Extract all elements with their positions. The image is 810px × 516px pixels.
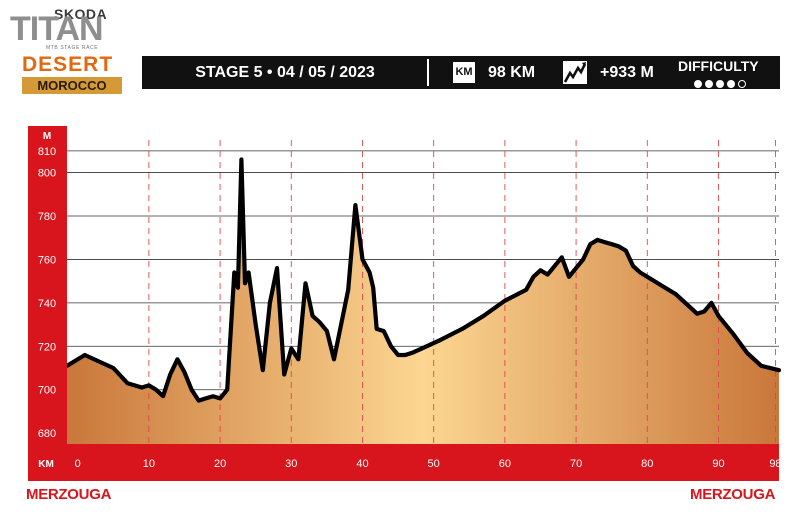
x-tick-label: 30 (285, 458, 297, 470)
stage-title: STAGE 5 • 04 / 05 / 2023 (195, 64, 375, 81)
x-tick-label: 98 (769, 458, 781, 470)
logo-region: MOROCCO (22, 77, 122, 94)
difficulty-dot (738, 80, 746, 88)
difficulty-dot (727, 80, 735, 88)
x-tick-label: 40 (356, 458, 368, 470)
x-tick-label: 0 (75, 458, 81, 470)
x-tick-label: 90 (712, 458, 724, 470)
stage-elevation: +933 M (600, 64, 654, 81)
km-badge-icon: KM (453, 62, 475, 83)
x-tick-label: 80 (641, 458, 653, 470)
y-axis-bar (28, 126, 67, 444)
difficulty-dot (705, 80, 713, 88)
x-tick-label: 70 (570, 458, 582, 470)
logo-tagline: MTB STAGE RACE (46, 45, 99, 51)
difficulty-dot (694, 80, 702, 88)
x-tick-label: 50 (428, 458, 440, 470)
x-axis-bar (28, 444, 779, 481)
difficulty-label: DIFFICULTY (678, 58, 759, 74)
stage-distance: 98 KM (488, 64, 536, 81)
y-tick-label: 740 (38, 298, 56, 310)
y-tick-label: 810 (38, 146, 56, 158)
x-tick-label: 10 (143, 458, 155, 470)
y-axis-label: M (43, 131, 51, 142)
y-tick-label: 760 (38, 254, 56, 266)
banner-divider (427, 59, 429, 86)
finish-location: MERZOUGA (690, 486, 776, 503)
y-tick-label: 680 (38, 428, 56, 440)
y-tick-label: 780 (38, 211, 56, 223)
elevation-area (67, 159, 779, 444)
start-location: MERZOUGA (26, 486, 112, 503)
logo-name: TITAN (10, 10, 104, 48)
difficulty-rating (694, 75, 749, 88)
mountain-elevation-icon (563, 61, 587, 84)
y-tick-label: 800 (38, 168, 56, 180)
y-tick-label: 720 (38, 341, 56, 353)
titan-desert-logo: SKODA TITAN MTB STAGE RACE DESERT MOROCC… (8, 6, 123, 94)
stage-banner: STAGE 5 • 04 / 05 / 2023 KM 98 KM +933 M… (142, 56, 780, 89)
y-tick-label: 700 (38, 385, 56, 397)
logo-desert: DESERT (22, 53, 114, 76)
logo-brand: SKODA (54, 6, 108, 22)
elevation-line (64, 157, 782, 403)
difficulty-dot (716, 80, 724, 88)
x-tick-label: 20 (214, 458, 226, 470)
x-tick-label: 60 (499, 458, 511, 470)
x-axis-label: KM (38, 459, 54, 470)
